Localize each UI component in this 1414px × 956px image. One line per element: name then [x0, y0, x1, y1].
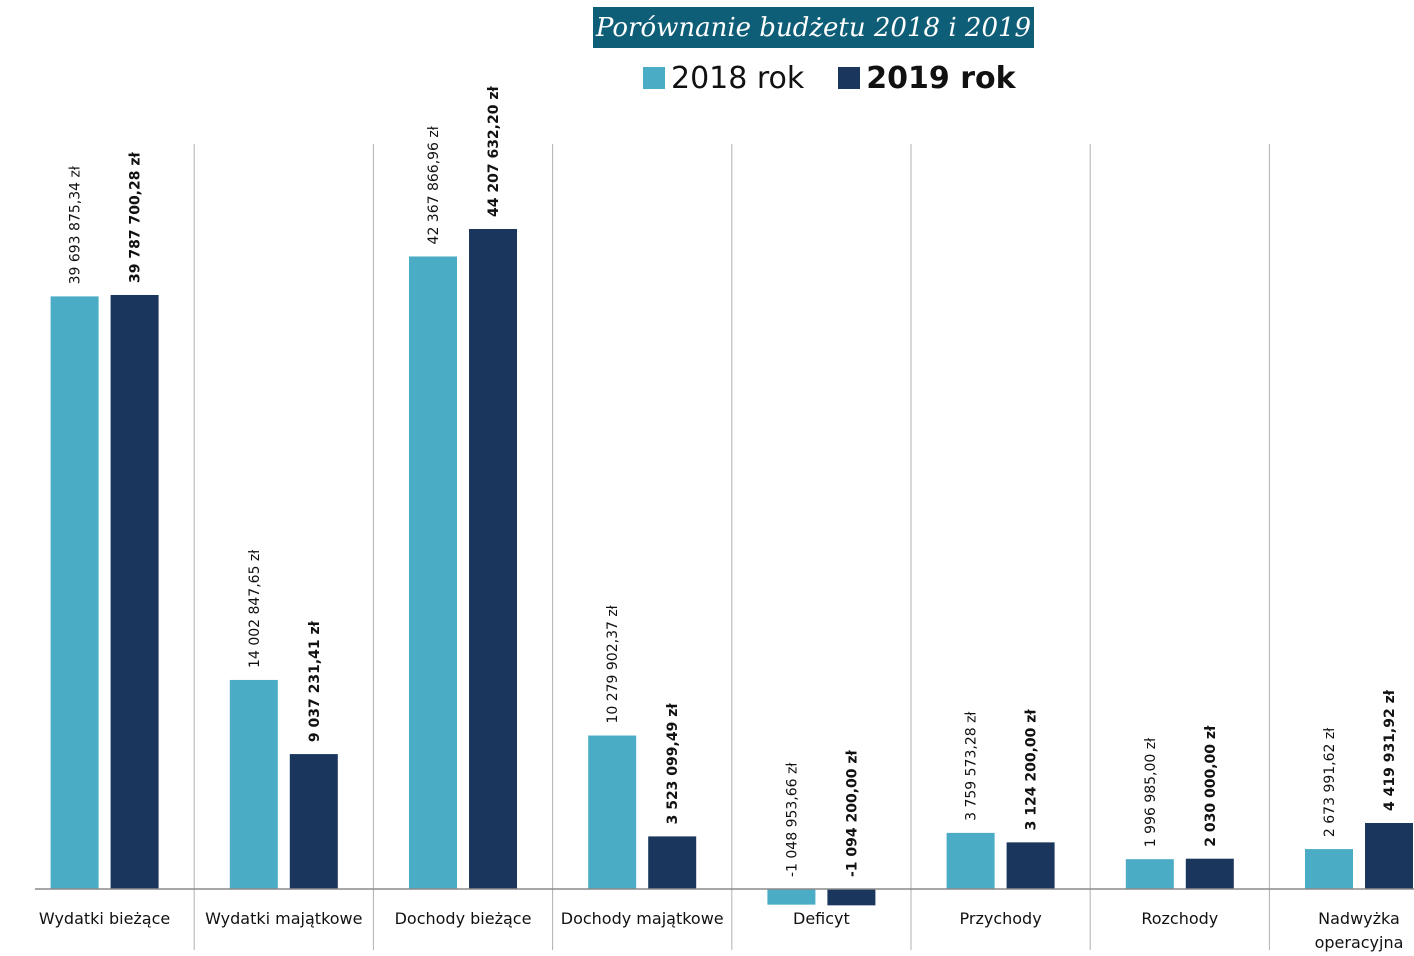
chart-title: Porównanie budżetu 2018 i 2019	[595, 12, 1032, 43]
data-label-2018: 10 279 902,37 zł	[605, 605, 621, 723]
bar-2018	[229, 679, 278, 889]
bar-2018	[1305, 849, 1353, 889]
legend-label-2019: 2019 rok	[866, 60, 1016, 96]
bar-2019	[289, 754, 338, 889]
data-label-2018: 39 693 875,34 zł	[68, 166, 84, 284]
category-label: Dochody bieżące	[395, 909, 532, 928]
data-label-2019: 44 207 632,20 zł	[486, 85, 502, 217]
bar-2018	[50, 296, 99, 889]
data-label-2019: 2 030 000,00 zł	[1203, 725, 1219, 847]
data-label-2018: -1 048 953,66 zł	[784, 763, 800, 877]
data-label-2019: 3 523 099,49 zł	[665, 703, 681, 825]
data-label-2018: 2 673 991,62 zł	[1322, 728, 1338, 837]
bar-2018	[588, 735, 637, 889]
data-label-2018: 3 759 573,28 zł	[964, 712, 980, 821]
bar-2019	[648, 836, 697, 889]
category-label: Dochody majątkowe	[561, 909, 724, 928]
bar-2018	[767, 889, 816, 905]
category-label: operacyjna	[1315, 933, 1404, 952]
legend-label-2018: 2018 rok	[671, 60, 805, 96]
bar-2018	[1125, 859, 1174, 889]
data-label-2019: -1 094 200,00 zł	[844, 749, 860, 877]
data-label-2019: 39 787 700,28 zł	[128, 151, 144, 283]
category-label: Wydatki bieżące	[39, 909, 170, 928]
bar-2019	[1365, 823, 1413, 889]
data-label-2019: 3 124 200,00 zł	[1024, 709, 1040, 831]
legend-item-2018: 2018 rok	[643, 61, 804, 96]
bar-2019	[827, 889, 876, 906]
data-label-2018: 14 002 847,65 zł	[247, 550, 263, 668]
bar-2018	[946, 832, 995, 889]
bar-2019	[110, 294, 159, 890]
bar-2018	[409, 256, 457, 889]
category-label: Nadwyżka	[1318, 909, 1400, 928]
legend-swatch-2019	[838, 67, 861, 89]
chart-title-box: Porównanie budżetu 2018 i 2019	[593, 7, 1034, 48]
data-label-2019: 4 419 931,92 zł	[1382, 689, 1398, 811]
category-label: Przychody	[960, 909, 1042, 928]
legend-swatch-2018	[643, 67, 665, 89]
category-label: Rozchody	[1141, 909, 1218, 928]
category-label: Wydatki majątkowe	[205, 909, 362, 928]
category-label: Deficyt	[793, 909, 850, 928]
data-label-2018: 42 367 866,96 zł	[426, 126, 442, 244]
legend-item-2019: 2019 rok	[838, 60, 1016, 96]
data-label-2019: 9 037 231,41 zł	[307, 620, 323, 742]
legend: 2018 rok 2019 rok	[643, 58, 1050, 98]
bar-2019	[469, 229, 517, 889]
bar-2019	[1185, 858, 1234, 889]
bar-2019	[1006, 842, 1055, 889]
data-label-2018: 1 996 985,00 zł	[1143, 738, 1159, 847]
